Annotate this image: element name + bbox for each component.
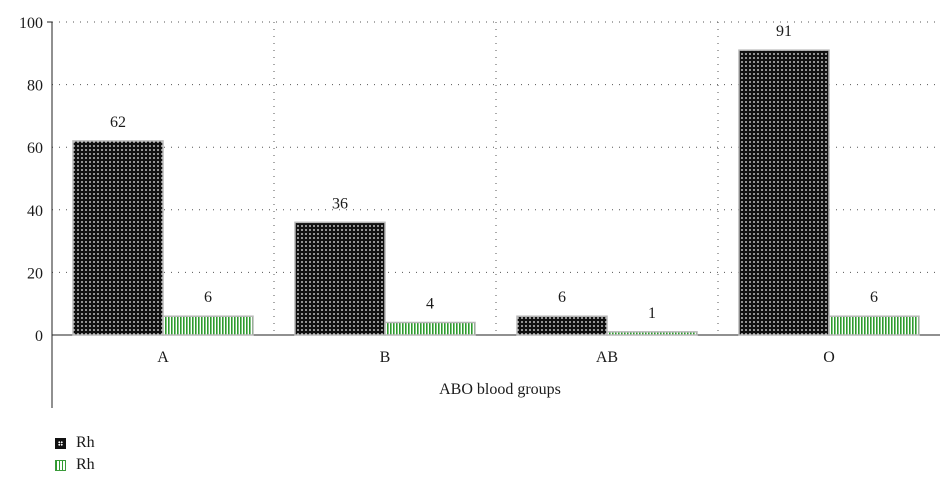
x-axis-title: ABO blood groups	[439, 381, 561, 398]
bar-A-series-2	[162, 315, 254, 336]
bars	[72, 49, 920, 336]
data-label: 36	[332, 195, 348, 212]
legend-swatch-stripes	[55, 459, 66, 471]
data-label: 4	[426, 295, 434, 312]
legend-label: Rh	[76, 456, 95, 473]
y-tick-label: 40	[27, 203, 43, 220]
y-tick-label: 100	[19, 15, 43, 32]
data-label: 1	[648, 305, 656, 322]
x-category-label: O	[823, 349, 835, 366]
grid-lines	[52, 21, 940, 335]
y-tick-label: 20	[27, 265, 43, 282]
data-label: 6	[558, 289, 566, 306]
bar-O-series-1	[738, 49, 830, 336]
bar-B-series-1	[294, 221, 386, 336]
legend-label: Rh	[76, 434, 95, 451]
data-label: 62	[110, 114, 126, 131]
x-category-label: B	[380, 349, 391, 366]
y-tick-label: 60	[27, 140, 43, 157]
bar-A-series-1	[72, 140, 164, 336]
legend-item-series-2: Rh	[55, 454, 95, 476]
data-label: 6	[870, 289, 878, 306]
labels: 0 20 40 60 80 100 62 6 A 36 4 B 6 1 AB 91 6 O	[19, 15, 878, 366]
data-label: 91	[776, 23, 792, 40]
x-category-label: AB	[596, 349, 618, 366]
bar-B-series-2	[384, 321, 476, 336]
bar-AB-series-1	[516, 315, 608, 336]
bar-AB-series-2	[606, 331, 698, 336]
y-tick-label: 80	[27, 78, 43, 95]
data-label: 6	[204, 289, 212, 306]
y-tick-label: 0	[35, 328, 43, 345]
legend: Rh Rh	[55, 432, 95, 476]
x-category-label: A	[157, 349, 169, 366]
legend-item-series-1: Rh	[55, 432, 95, 454]
legend-swatch-dots	[55, 437, 66, 449]
bar-O-series-2	[828, 315, 920, 336]
